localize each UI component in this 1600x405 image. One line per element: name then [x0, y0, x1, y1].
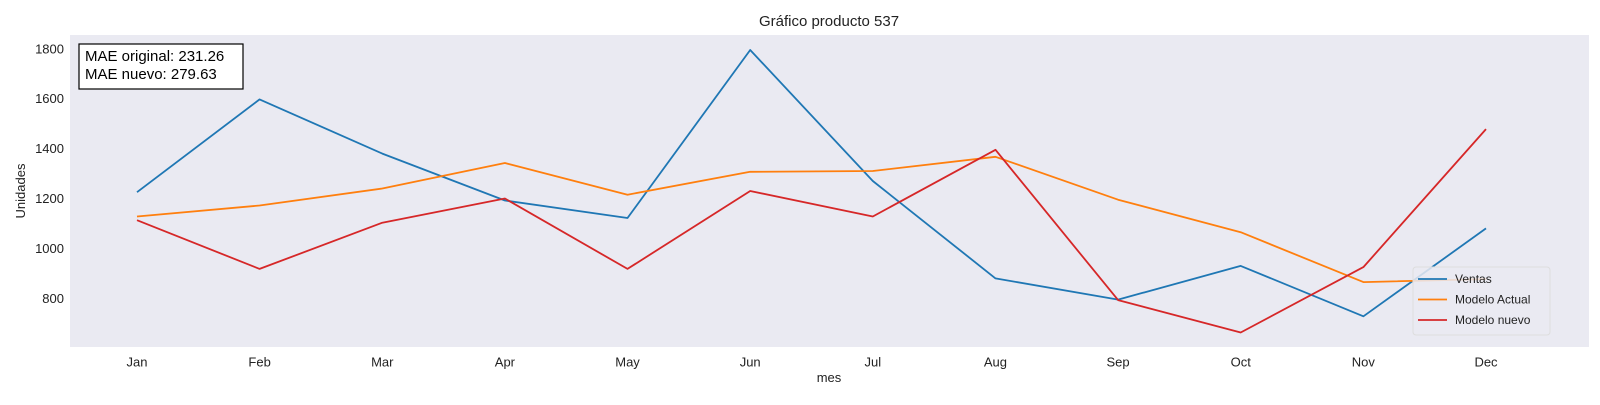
legend-label: Modelo nuevo: [1455, 313, 1531, 327]
series-line-ventas: [136, 49, 1487, 318]
mae-annotation: MAE original: 231.26 MAE nuevo: 279.63: [78, 43, 244, 90]
x-tick-label: Dec: [1474, 355, 1498, 370]
x-tick-label: Jul: [865, 355, 882, 370]
x-tick-label: Feb: [248, 355, 270, 370]
x-tick-label: Oct: [1231, 355, 1252, 370]
y-tick-label: 1800: [35, 41, 64, 56]
y-tick-label: 800: [42, 291, 64, 306]
x-axis-label: mes: [817, 370, 842, 385]
legend-label: Ventas: [1455, 272, 1492, 286]
y-axis-label: Unidades: [13, 163, 28, 218]
y-tick-label: 1000: [35, 241, 64, 256]
x-tick-label: Jun: [740, 355, 761, 370]
y-tick-label: 1200: [35, 191, 64, 206]
x-tick-label: May: [615, 355, 640, 370]
y-tick-labels: 800 1000 1200 1400 1600 1800: [35, 41, 64, 306]
mae-annotation-box: [78, 43, 244, 90]
series-line-modelo-actual: [136, 155, 1487, 284]
x-tick-labels: Jan Feb Mar Apr May Jun Jul Aug Sep Oct Nov Dec: [127, 355, 1499, 370]
legend: Ventas Modelo Actual Modelo nuevo: [1412, 266, 1551, 336]
x-tick-label: Apr: [495, 355, 516, 370]
chart-title: Gráfico producto 537: [759, 13, 899, 30]
series-lines: [136, 49, 1487, 334]
x-tick-label: Mar: [371, 355, 394, 370]
mae-nuevo-text: MAE nuevo: 279.63: [85, 66, 217, 83]
x-tick-label: Jan: [127, 355, 148, 370]
mae-original-text: MAE original: 231.26: [85, 48, 224, 65]
y-tick-label: 1600: [35, 91, 64, 106]
x-tick-label: Nov: [1352, 355, 1376, 370]
series-line-modelo-nuevo: [136, 128, 1487, 334]
legend-box: [1412, 266, 1551, 336]
plot-area: [70, 35, 1589, 347]
x-tick-label: Sep: [1107, 355, 1130, 370]
legend-label: Modelo Actual: [1455, 293, 1530, 307]
y-tick-label: 1400: [35, 141, 64, 156]
x-tick-label: Aug: [984, 355, 1007, 370]
